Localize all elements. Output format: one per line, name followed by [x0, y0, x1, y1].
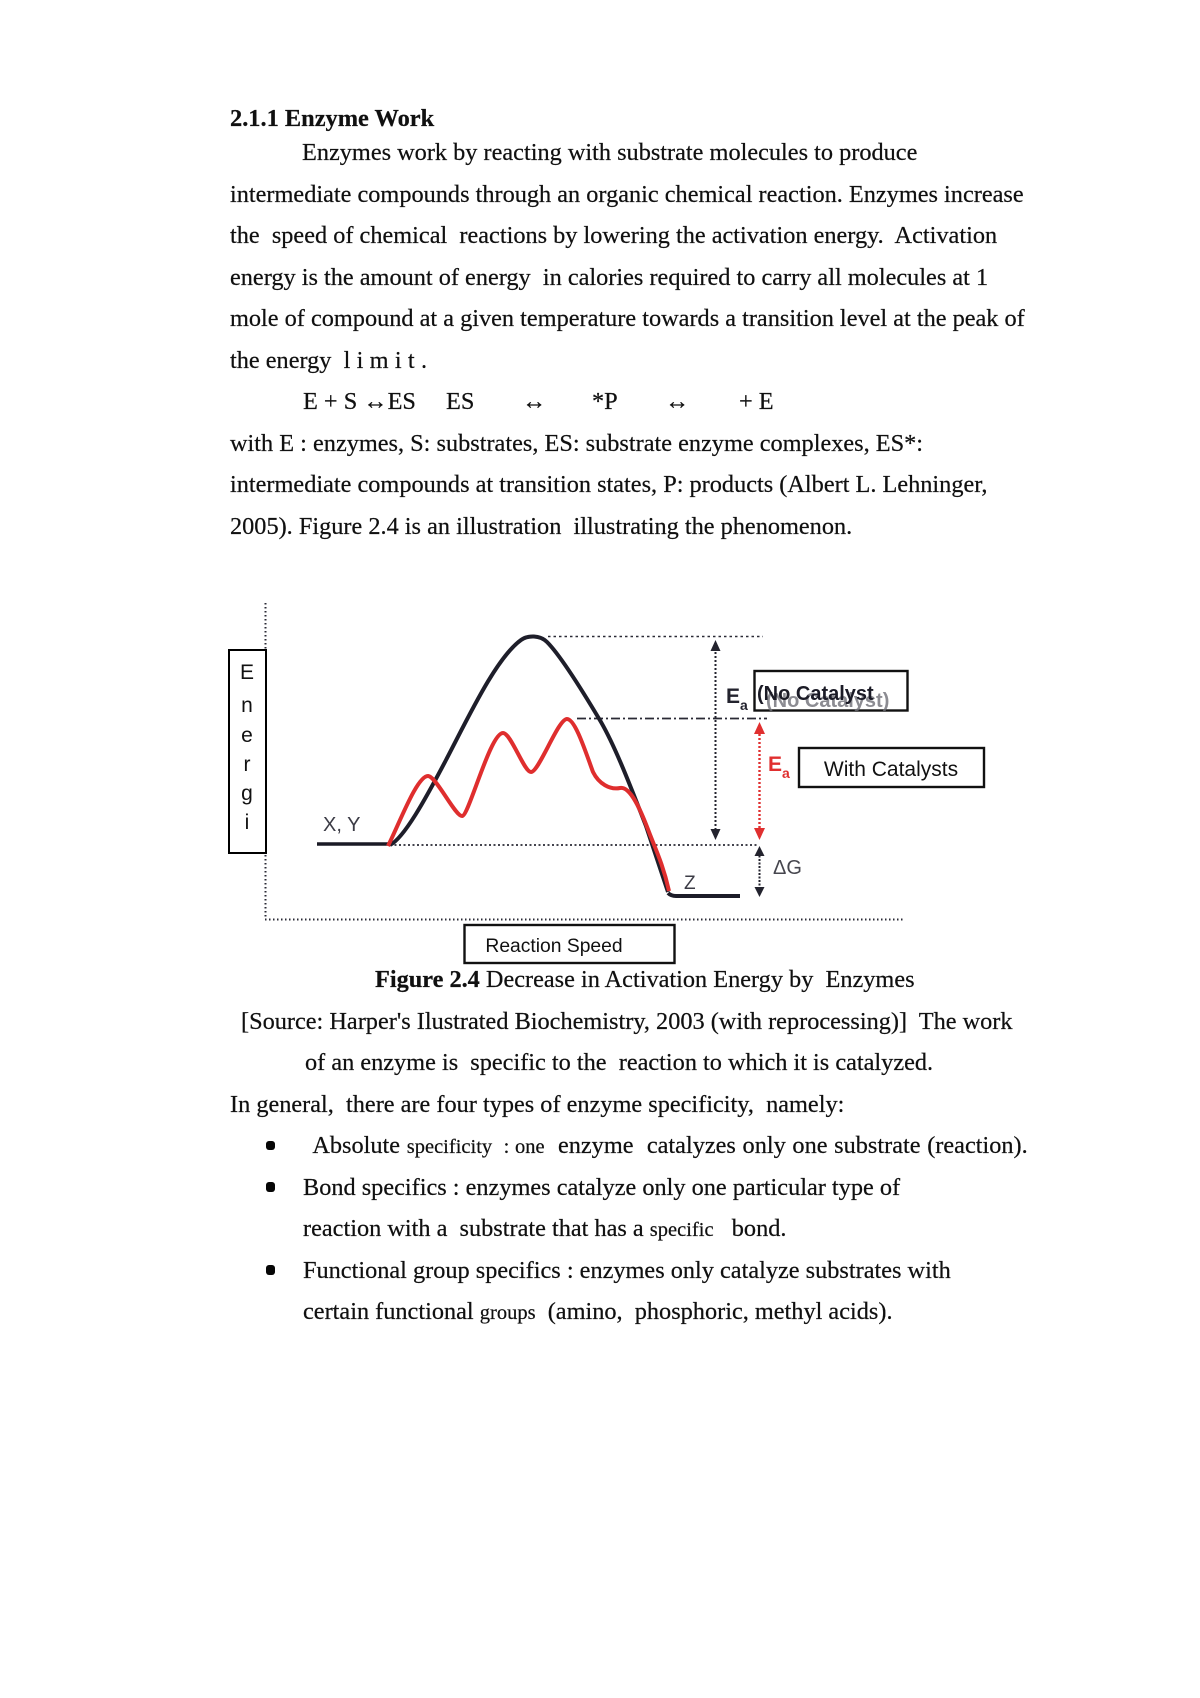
svg-text:ΔG: ΔG: [773, 857, 802, 879]
svg-text:r: r: [244, 753, 251, 776]
svg-text:Ea: Ea: [768, 753, 790, 781]
svg-text:Ea: Ea: [726, 685, 748, 713]
svg-text:(No Catalyst): (No Catalyst): [766, 690, 889, 712]
svg-text:With Catalysts: With Catalysts: [824, 758, 958, 781]
svg-text:(No Catalyst: (No Catalyst: [757, 683, 874, 705]
svg-text:n: n: [241, 694, 253, 717]
svg-text:Reaction Speed: Reaction Speed: [485, 936, 622, 957]
svg-text:e: e: [241, 724, 253, 747]
svg-text:E: E: [240, 661, 254, 684]
svg-text:X, Y: X, Y: [323, 814, 360, 836]
svg-text:Z: Z: [684, 873, 696, 894]
svg-text:g: g: [241, 782, 253, 805]
svg-text:i: i: [245, 811, 250, 834]
